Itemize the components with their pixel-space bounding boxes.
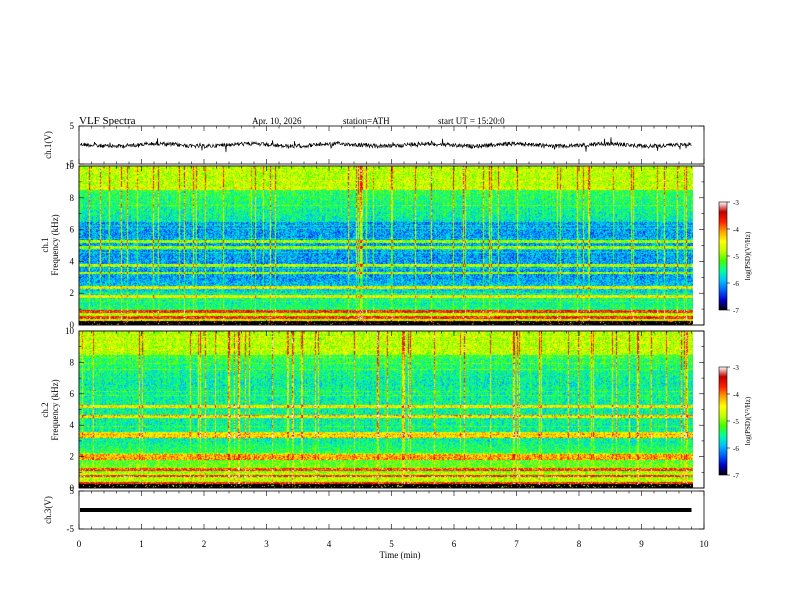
y-tick-label: 10: [65, 161, 75, 171]
ch2-spectrogram-heatmap: [79, 331, 693, 488]
colorbar-tick-label: -6: [733, 445, 739, 453]
time-axis-label: Time (min): [380, 550, 421, 560]
colorbar-tick-label: -7: [733, 472, 739, 480]
x-tick-label: 1: [139, 539, 144, 549]
time-axis: 0 1 2 3 4 5 6 7 8 9 10: [77, 539, 709, 549]
x-tick-label: 9: [639, 539, 644, 549]
ch1-spectrogram-ylabel: ch.1Frequency (kHz): [40, 214, 60, 275]
ch1-spectrogram-heatmap: [79, 166, 693, 325]
y-tick-label: 5: [70, 486, 75, 496]
ch3-waveform-panel: 5 -5 ch.3(V): [43, 486, 705, 534]
colorbar-tick-label: -3: [733, 199, 739, 207]
ch2-spectrogram-ylabel: ch.2Frequency (kHz): [40, 379, 60, 440]
colorbar-tick-label: -5: [733, 253, 739, 261]
y-tick-label: 2: [70, 288, 75, 298]
colorbar-tick-label: -6: [733, 280, 739, 288]
ch1-colorbar: -3 -4 -5 -6 -7 log(PSD)(V²/Hz): [718, 199, 752, 315]
x-tick-label: 0: [77, 539, 82, 549]
start-ut-label: start UT = 15:20:0: [438, 116, 505, 126]
ch1-waveform-ylabel: ch.1(V): [43, 131, 53, 159]
ch3-waveform-ylabel: ch.3(V): [43, 496, 53, 524]
colorbar-tick-label: -5: [733, 418, 739, 426]
colorbar-label: log(PSD)(V²/Hz): [744, 231, 752, 280]
ch2-colorbar: -3 -4 -5 -6 -7 log(PSD)(V²/Hz): [718, 364, 752, 480]
colorbar-label: log(PSD)(V²/Hz): [744, 396, 752, 445]
y-tick-label: -5: [67, 524, 75, 534]
station-label: station=ATH: [343, 116, 390, 126]
x-tick-label: 8: [577, 539, 582, 549]
y-tick-label: 4: [70, 420, 75, 430]
colorbar-tick-label: -4: [733, 226, 739, 234]
y-tick-label: 10: [65, 326, 75, 336]
colorbar-tick-label: -4: [733, 391, 739, 399]
y-tick-label: 0: [70, 483, 75, 493]
ch1-spectrogram-panel: 0 2 4 6 8 10 ch.1Frequency (kHz): [40, 161, 705, 330]
y-tick-label: 0: [70, 320, 75, 330]
x-tick-label: 3: [264, 539, 269, 549]
y-tick-label: 5: [70, 121, 75, 131]
x-tick-label: 4: [327, 539, 332, 549]
y-tick-label: 2: [70, 452, 75, 462]
ch1-waveform-trace: [79, 137, 692, 153]
colorbar-scale: [718, 366, 728, 476]
x-tick-label: 7: [514, 539, 519, 549]
y-tick-label: 8: [70, 357, 75, 367]
x-tick-label: 6: [452, 539, 457, 549]
y-tick-label: -5: [67, 159, 75, 169]
x-tick-label: 5: [389, 539, 394, 549]
y-tick-label: 6: [70, 225, 75, 235]
date-label: Apr. 10, 2026: [252, 116, 302, 126]
x-tick-label: 2: [202, 539, 207, 549]
y-tick-label: 4: [70, 256, 75, 266]
colorbar-scale: [718, 201, 728, 311]
ch1-waveform-panel: 5 -5 ch.1(V): [43, 121, 705, 169]
ch3-waveform-trace: [80, 508, 692, 512]
y-tick-label: 6: [70, 389, 75, 399]
figure-title: VLF Spectra: [79, 115, 136, 127]
colorbar-tick-label: -7: [733, 307, 739, 315]
colorbar-tick-label: -3: [733, 364, 739, 372]
ch2-spectrogram-panel: 0 2 4 6 8 10 ch.2Frequency (kHz): [40, 326, 705, 493]
x-tick-label: 10: [700, 539, 710, 549]
y-tick-label: 8: [70, 193, 75, 203]
